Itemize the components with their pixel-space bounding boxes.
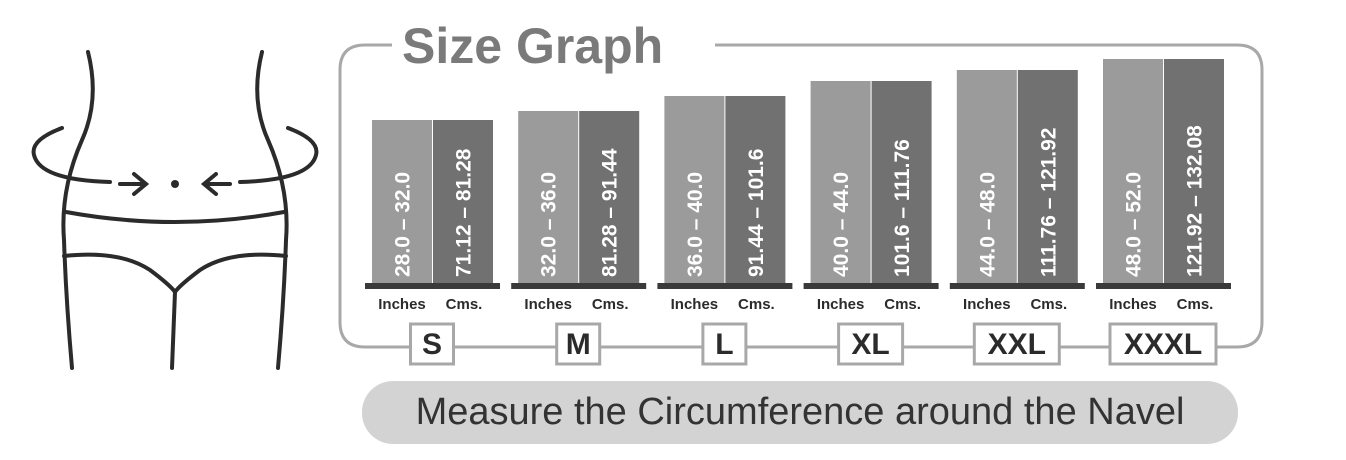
cms-bar bbox=[1164, 59, 1224, 283]
size-box bbox=[701, 322, 748, 366]
frame bbox=[338, 43, 1264, 349]
inches-label: Inches bbox=[817, 296, 865, 313]
bar-base bbox=[1096, 283, 1231, 289]
title: Size Graph bbox=[402, 18, 663, 74]
size-name: XL bbox=[851, 328, 889, 361]
cms-label: Cms. bbox=[884, 296, 921, 313]
inches-range: 36.0 – 40.0 bbox=[684, 172, 707, 277]
inches-label: Inches bbox=[378, 296, 426, 313]
cms-range: 91.44 – 101.6 bbox=[745, 149, 768, 277]
inches-bar bbox=[664, 96, 725, 283]
bar-base bbox=[803, 283, 939, 289]
size-box bbox=[1108, 322, 1218, 366]
cms-bar bbox=[871, 81, 932, 283]
cms-label: Cms. bbox=[1177, 296, 1214, 313]
inches-range: 40.0 – 44.0 bbox=[830, 172, 853, 277]
size-box bbox=[555, 322, 602, 366]
size-name: XXXL bbox=[1124, 328, 1202, 361]
inches-label: Inches bbox=[1109, 296, 1157, 313]
inches-bar bbox=[372, 120, 432, 283]
inches-bar bbox=[956, 70, 1017, 283]
cms-range: 81.28 – 91.44 bbox=[599, 148, 622, 277]
footer-text: Measure the Circumference around the Nav… bbox=[416, 391, 1185, 433]
size-name: L bbox=[715, 328, 733, 361]
inches-bar bbox=[810, 81, 871, 283]
footer-pill bbox=[362, 381, 1238, 444]
size-name: S bbox=[422, 328, 442, 361]
cms-label: Cms. bbox=[1030, 296, 1067, 313]
inches-label: Inches bbox=[524, 296, 572, 313]
inches-range: 28.0 – 32.0 bbox=[392, 172, 415, 277]
inches-bar bbox=[518, 111, 579, 283]
inches-range: 32.0 – 36.0 bbox=[538, 172, 561, 277]
inches-range: 48.0 – 52.0 bbox=[1123, 172, 1146, 277]
inches-label: Inches bbox=[963, 296, 1011, 313]
cms-range: 101.6 – 111.76 bbox=[891, 139, 914, 277]
cms-label: Cms. bbox=[592, 296, 629, 313]
bar-base bbox=[657, 283, 793, 289]
size-box bbox=[837, 322, 905, 366]
cms-range: 111.76 – 121.92 bbox=[1037, 128, 1060, 278]
cms-range: 121.92 – 132.08 bbox=[1184, 125, 1207, 277]
cms-range: 71.12 – 81.28 bbox=[453, 148, 476, 277]
cms-bar bbox=[1017, 70, 1078, 283]
size-name: XXL bbox=[988, 328, 1046, 361]
cms-label: Cms. bbox=[446, 296, 483, 313]
size-name: M bbox=[566, 328, 591, 361]
inches-range: 44.0 – 48.0 bbox=[976, 172, 999, 277]
size-box bbox=[972, 322, 1061, 366]
bar-base bbox=[365, 283, 500, 289]
cms-label: Cms. bbox=[738, 296, 775, 313]
bar-base bbox=[511, 283, 647, 289]
body-icon bbox=[31, 50, 319, 370]
size-box bbox=[409, 322, 455, 366]
cms-bar bbox=[433, 120, 493, 283]
inches-label: Inches bbox=[671, 296, 719, 313]
cms-bar bbox=[725, 96, 786, 283]
inches-bar bbox=[1103, 59, 1163, 283]
cms-bar bbox=[579, 111, 640, 283]
bar-base bbox=[949, 283, 1085, 289]
